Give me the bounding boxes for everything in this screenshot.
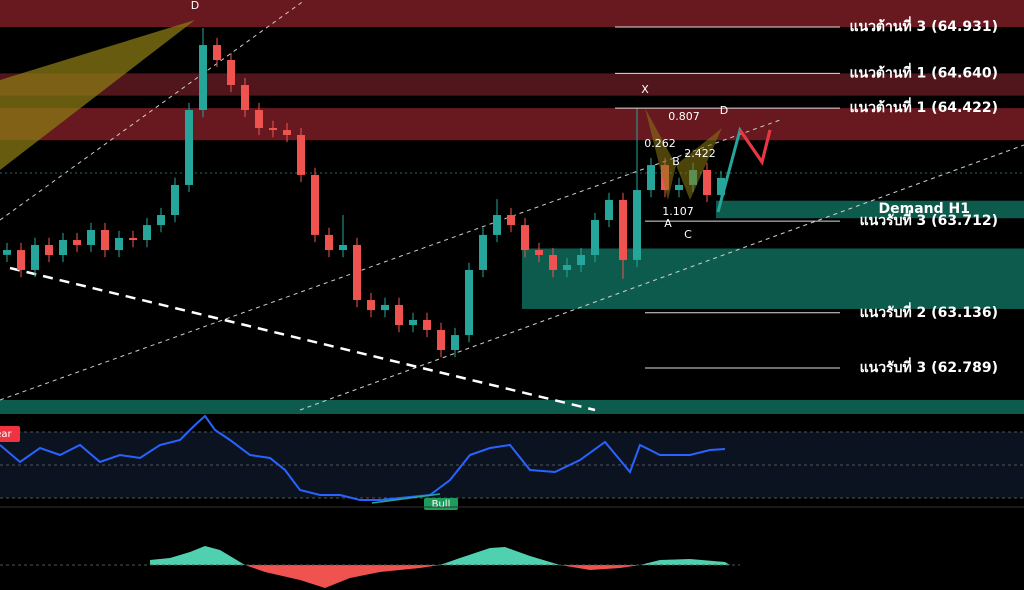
trend-line	[9, 266, 596, 412]
macd-histogram	[0, 546, 740, 588]
levels: แนวต้านที่ 3 (64.931) แนวต้านที่ 1 (64.64…	[615, 16, 998, 376]
candle-body	[549, 254, 557, 270]
bear-tag	[0, 426, 20, 442]
zones	[0, 0, 1024, 415]
wedge	[0, 20, 195, 170]
point-label: D	[720, 104, 728, 117]
level-label: แนวต้านที่ 3 (64.931)	[849, 16, 998, 35]
candle-body	[409, 319, 417, 326]
point-label: B	[672, 155, 680, 168]
zone	[0, 0, 1024, 28]
candle-body	[73, 240, 81, 245]
candle-body	[703, 169, 711, 195]
candle-body	[297, 134, 305, 175]
histogram-down	[560, 565, 640, 570]
candle-body	[115, 237, 123, 251]
projection	[716, 126, 772, 213]
pattern-leg	[676, 128, 722, 200]
candle-body	[521, 225, 529, 251]
candle-body	[3, 250, 11, 255]
candle-body	[31, 244, 39, 270]
zone	[0, 400, 1024, 415]
candle-body	[479, 234, 487, 270]
candle-body	[269, 127, 277, 131]
candle-body	[437, 329, 445, 351]
candle-body	[339, 244, 347, 251]
candle-body	[241, 84, 249, 110]
point-label: D	[191, 0, 199, 12]
candle-body	[395, 304, 403, 326]
candle-body	[619, 199, 627, 260]
histogram-up	[640, 559, 730, 565]
ratio: 1.107	[662, 205, 694, 218]
rsi-panel: Bear Bull	[0, 414, 1024, 510]
level-label: แนวรับที่ 3 (63.712)	[860, 210, 998, 229]
candle-body	[59, 240, 67, 255]
zone	[522, 248, 1024, 309]
candle-body	[535, 250, 543, 255]
candle-body	[87, 230, 95, 245]
channel-line	[0, 0, 306, 221]
level-label: แนวรับที่ 2 (63.136)	[860, 302, 998, 321]
point-label: X	[641, 83, 649, 96]
point-label: C	[684, 228, 692, 241]
channel-line	[299, 144, 1024, 411]
candle-body	[605, 199, 613, 220]
rsi-line	[0, 414, 726, 501]
projection	[738, 129, 772, 166]
pattern-leg	[645, 108, 676, 200]
candle-body	[283, 130, 291, 135]
bull-label: Bull	[432, 499, 451, 510]
zone	[0, 73, 1024, 96]
candle-body	[633, 190, 641, 260]
candle-body	[199, 45, 207, 110]
point-label: A	[664, 217, 672, 230]
candle-body	[507, 215, 515, 226]
candles	[3, 28, 725, 358]
histogram-up	[150, 546, 245, 565]
candle-body	[311, 174, 319, 235]
zone	[0, 108, 1024, 141]
ratio: 0.262	[644, 137, 676, 150]
candle-body	[381, 304, 389, 311]
bear-label: Bear	[0, 429, 13, 440]
level-label: แนวต้านที่ 1 (64.640)	[849, 62, 998, 81]
divergence	[371, 493, 441, 504]
candle-body	[157, 215, 165, 226]
candle-body	[143, 225, 151, 241]
level-label: แนวรับที่ 3 (62.789)	[860, 357, 998, 376]
candle-body	[45, 244, 53, 255]
zone	[716, 200, 1024, 219]
level-label: แนวต้านที่ 1 (64.422)	[849, 97, 998, 116]
candle-body	[185, 109, 193, 185]
harmonic-pattern: X A B C D D 0.807 0.262 2.422 1.107	[191, 0, 772, 241]
candle-body	[213, 45, 221, 61]
candle-body	[17, 250, 25, 270]
candle-body	[563, 265, 571, 270]
candle-body	[717, 177, 725, 195]
candle-body	[255, 109, 263, 128]
demand-label: Demand H1	[879, 201, 970, 217]
candle-body	[675, 184, 683, 191]
candle-body	[465, 269, 473, 336]
candle-body	[451, 335, 459, 351]
candle-body	[423, 319, 431, 330]
candle-body	[493, 215, 501, 235]
candle-body	[647, 165, 655, 191]
ratio: 0.807	[668, 110, 700, 123]
candle-body	[325, 234, 333, 251]
candle-body	[101, 230, 109, 251]
candle-body	[591, 219, 599, 255]
candle-body	[129, 237, 137, 241]
ratio: 2.422	[684, 147, 716, 160]
candle-body	[577, 254, 585, 266]
histogram-up	[440, 547, 560, 565]
candle-body	[227, 60, 235, 85]
histogram-down	[245, 565, 440, 588]
candle-body	[171, 184, 179, 216]
candle-body	[367, 300, 375, 311]
candle-body	[353, 244, 361, 301]
